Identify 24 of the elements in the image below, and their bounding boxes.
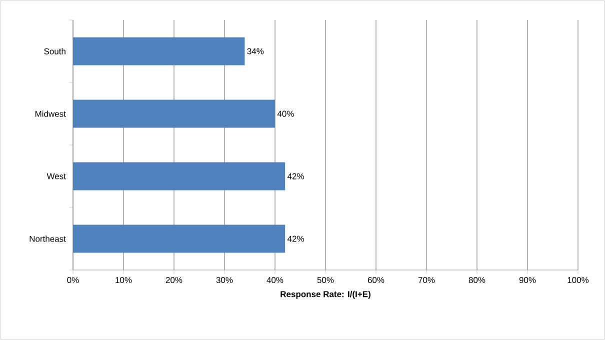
data-label: 40% — [277, 110, 294, 117]
x-tick-label: 0% — [67, 277, 79, 284]
y-tick-label: Northeast — [30, 236, 66, 242]
y-tick-label: West — [46, 173, 66, 180]
y-tick-label: Midwest — [35, 110, 66, 117]
x-tick-label: 90% — [519, 277, 536, 284]
x-tick-label: 70% — [418, 277, 435, 284]
data-label: 42% — [287, 236, 304, 242]
data-label: 42% — [287, 173, 304, 180]
x-tick-label: 10% — [116, 277, 132, 284]
x-tick-label: 60% — [368, 277, 384, 284]
x-tick-label: 30% — [216, 277, 233, 284]
x-tick-label: 50% — [317, 277, 334, 284]
x-tick-label: 20% — [166, 277, 182, 284]
x-tick-label: 80% — [468, 277, 486, 284]
bar — [73, 162, 286, 190]
bar — [73, 100, 275, 128]
bar — [73, 224, 286, 253]
y-tick-label: South — [44, 48, 66, 54]
x-tick-label: 40% — [266, 277, 284, 284]
bar — [73, 37, 245, 66]
data-label: 34% — [247, 48, 264, 54]
x-tick-label: 100% — [568, 277, 589, 284]
x-axis-title: Response Rate: I/(I+E) — [280, 290, 370, 299]
